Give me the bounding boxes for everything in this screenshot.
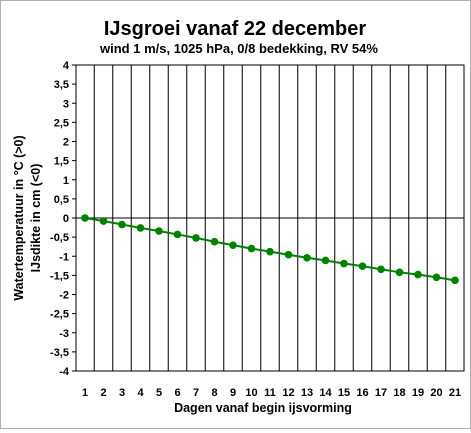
data-point xyxy=(229,241,237,249)
data-point xyxy=(358,262,367,270)
y-tick-label: -0,5 xyxy=(50,232,69,244)
x-tick-label: 16 xyxy=(356,387,368,399)
y-tick-label: 4 xyxy=(63,60,70,72)
data-point xyxy=(136,224,145,232)
y-tick-label: 2,5 xyxy=(54,117,69,129)
x-tick-label: 2 xyxy=(100,387,106,399)
data-point xyxy=(118,220,126,229)
x-tick-label: 11 xyxy=(264,387,276,399)
data-point xyxy=(340,259,348,268)
y-tick-label: 1,5 xyxy=(54,156,69,168)
x-tick-label: 18 xyxy=(393,387,405,399)
x-tick-label: 13 xyxy=(301,387,313,399)
x-tick-label: 4 xyxy=(137,387,144,399)
y-tick-label: 1 xyxy=(63,175,69,187)
data-point xyxy=(395,268,404,277)
x-tick-label: 12 xyxy=(282,387,294,399)
y-tick-label: 0,5 xyxy=(54,194,69,206)
x-tick-label: 9 xyxy=(230,387,236,399)
y-tick-label: -1,5 xyxy=(50,270,69,282)
x-axis-label: Dagen vanaf begin ijsvorming xyxy=(174,401,352,415)
data-point xyxy=(173,230,182,239)
y-tick-label: -1 xyxy=(59,251,69,263)
data-point xyxy=(210,237,219,246)
x-tick-label: 17 xyxy=(375,387,387,399)
y-tick-label: -3 xyxy=(59,328,69,340)
data-point xyxy=(321,256,330,265)
x-tick-label: 21 xyxy=(449,387,461,399)
y-tick-label: 3 xyxy=(63,98,69,110)
x-tick-label: 3 xyxy=(119,387,125,399)
x-tick-label: 7 xyxy=(193,387,199,399)
data-point xyxy=(414,270,422,279)
x-tick-label: 14 xyxy=(319,387,332,399)
data-point xyxy=(247,244,256,253)
chart-subtitle: wind 1 m/s, 1025 hPa, 0/8 bedekking, RV … xyxy=(99,41,378,56)
data-point xyxy=(192,234,200,242)
y-tick-label: -2 xyxy=(59,290,69,302)
data-point xyxy=(266,247,274,256)
data-point xyxy=(99,217,108,225)
data-point xyxy=(284,250,293,259)
data-point xyxy=(432,273,441,282)
y-tick-label: 2 xyxy=(63,137,69,149)
y-tick-label: 0 xyxy=(63,213,69,225)
x-tick-label: 10 xyxy=(245,387,257,399)
y-tick-label: -2,5 xyxy=(50,309,69,321)
x-tick-label: 19 xyxy=(412,387,424,399)
x-tick-label: 15 xyxy=(338,387,350,399)
data-point xyxy=(451,276,459,285)
y-tick-label: -3,5 xyxy=(50,347,69,359)
y-tick-label: 3,5 xyxy=(54,79,69,91)
data-point xyxy=(377,265,385,274)
x-tick-label: 5 xyxy=(156,387,162,399)
x-ticks: 1 2 3 4 5 6 7 8 9 10 11 12 13 14 15 16 17 18 19 20 21 xyxy=(82,387,461,399)
y-axis-label-line1: Watertemperatuur in °C (>0) xyxy=(12,135,26,300)
y-ticks: 4 3,5 3 2,5 2 1,5 1 0,5 0 -0,5 -1 -1,5 -2 -2,5 -3 -3,5 -… xyxy=(50,60,76,378)
data-point xyxy=(155,227,163,235)
x-tick-label: 8 xyxy=(211,387,217,399)
y-axis-label-line2: IJsdikte in cm (<0) xyxy=(29,164,43,273)
data-point xyxy=(81,214,89,222)
data-point xyxy=(303,253,311,262)
x-tick-label: 1 xyxy=(82,387,88,399)
chart-title: IJsgroei vanaf 22 december xyxy=(104,18,367,40)
series xyxy=(81,214,459,285)
y-tick-label: -4 xyxy=(59,366,70,378)
x-tick-label: 20 xyxy=(430,387,442,399)
x-tick-label: 6 xyxy=(174,387,180,399)
